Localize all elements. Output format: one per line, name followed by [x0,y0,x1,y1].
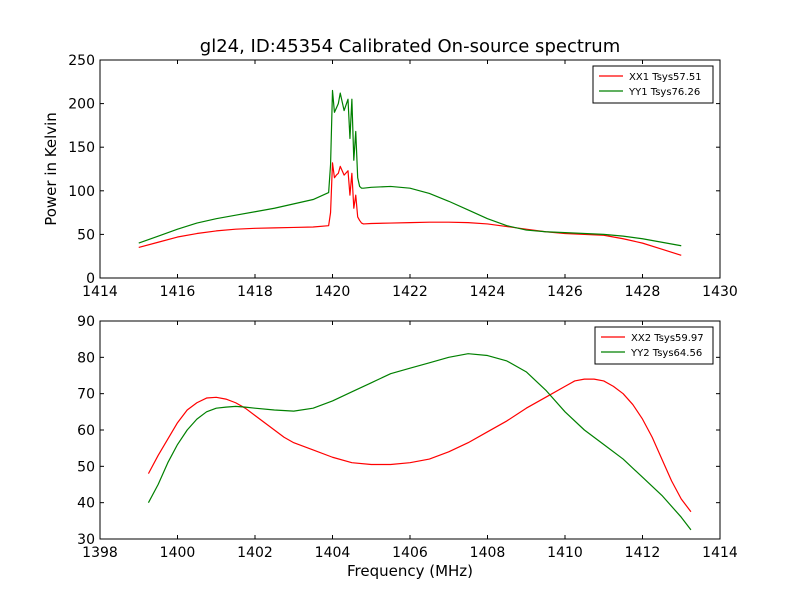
x-tick-label: 1416 [160,284,196,300]
x-tick-label: 1412 [625,545,661,561]
y-tick-label: 150 [68,140,95,156]
x-tick-label: 1414 [702,545,738,561]
x-tick-label: 1426 [547,284,583,300]
x-tick-label: 1414 [82,284,118,300]
y-tick-label: 70 [77,387,95,403]
x-tick-label: 1420 [315,284,351,300]
chart-title: gl24, ID:45354 Calibrated On-source spec… [200,36,620,57]
x-tick-label: 1408 [470,545,506,561]
legend-box [594,326,714,365]
y-tick-label: 50 [77,227,95,243]
chart-panel-top: 1414 1416 1418 1420 1422 1424 1426 1428 1430 0 50 1… [42,36,738,300]
y-tick-label: 80 [77,350,95,366]
x-tick-label: 1404 [315,545,351,561]
y-tick-label: 200 [68,97,95,113]
series-line-green-bottom [147,353,692,531]
y-tick-label: 50 [77,459,95,475]
chart-panel-bottom: 1398 1400 1402 1404 1406 1408 1410 1412 1414 30 40… [77,314,738,580]
y-axis-label: Power in Kelvin [42,112,60,226]
legend-label: XX2 Tsys59.97 [631,333,704,344]
series-line-red-bottom [147,378,692,513]
x-tick-label: 1418 [237,284,273,300]
y-tick-label: 40 [77,496,95,512]
x-tick-label: 1422 [392,284,428,300]
x-tick-label: 1402 [237,545,273,561]
x-tick-label: 1424 [470,284,506,300]
y-tick-label: 250 [68,53,95,69]
x-tick-label: 1430 [702,284,738,300]
legend-top: XX1 Tsys57.51 YY1 Tsys76.26 [592,65,714,104]
y-tick-label: 90 [77,314,95,330]
x-tick-label: 1428 [625,284,661,300]
legend-bottom: XX2 Tsys59.97 YY2 Tsys64.56 [594,326,714,365]
y-tick-label: 60 [77,423,95,439]
legend-label: XX1 Tsys57.51 [629,72,702,83]
series-line-green-top [138,89,682,247]
x-axis-label: Frequency (MHz) [347,562,473,580]
legend-label: YY2 Tsys64.56 [630,348,702,359]
y-tick-label: 100 [68,184,95,200]
x-tick-label: 1410 [547,545,583,561]
x-tick-label: 1400 [160,545,196,561]
legend-box [592,65,714,104]
x-tick-label: 1398 [82,545,118,561]
legend-label: YY1 Tsys76.26 [628,87,700,98]
y-tick-label: 0 [86,271,95,287]
y-tick-label: 30 [77,532,95,548]
x-tick-label: 1406 [392,545,428,561]
